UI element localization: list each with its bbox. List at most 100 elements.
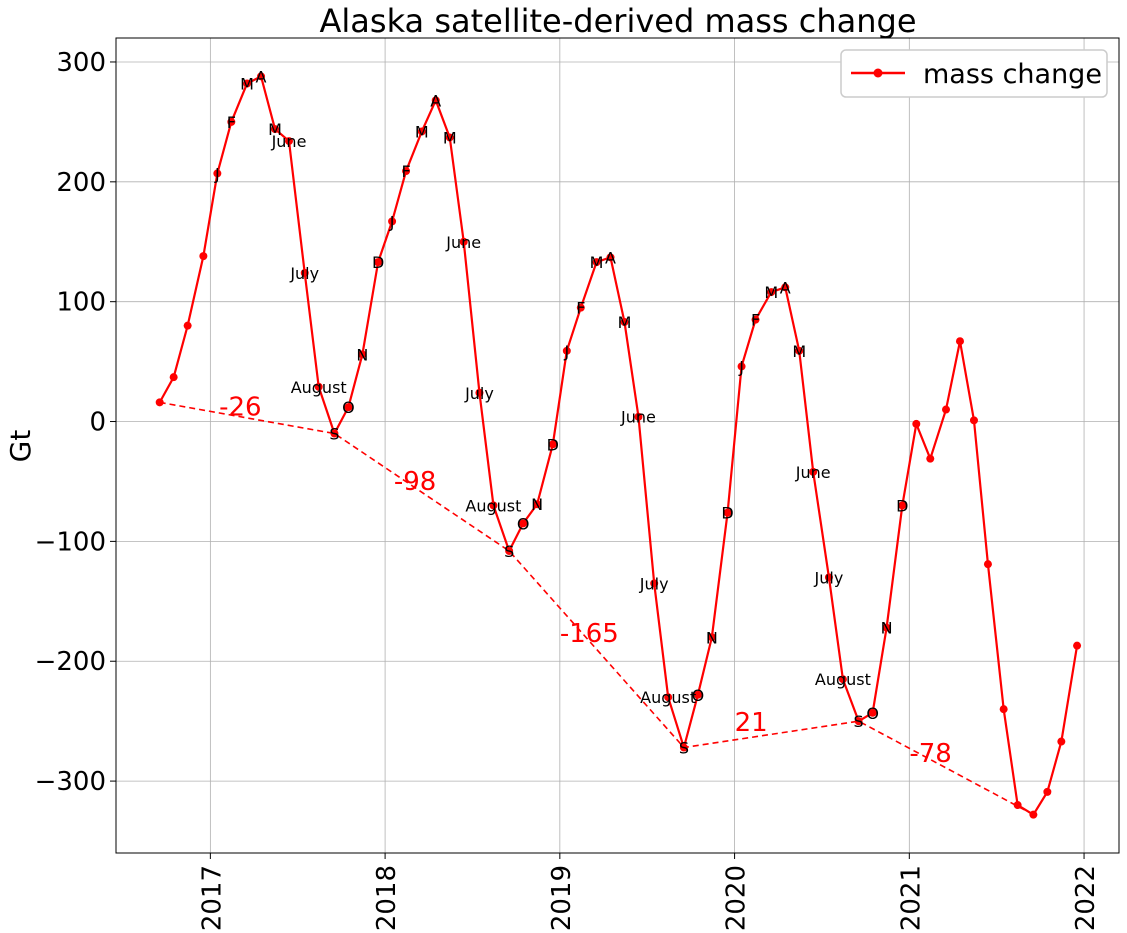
month-label: N	[881, 619, 893, 638]
month-label: F	[751, 311, 760, 330]
month-label: M	[443, 128, 457, 147]
month-label: M	[618, 313, 632, 332]
data-point	[489, 501, 498, 510]
plot-frame	[115, 37, 1120, 854]
month-label: June	[445, 233, 481, 252]
data-point	[620, 318, 629, 327]
month-label: F	[576, 299, 585, 318]
month-label: M	[240, 75, 254, 94]
data-point	[1013, 801, 1022, 810]
y-tick-label: −200	[35, 647, 106, 677]
month-label: June	[795, 463, 831, 482]
y-tick-label: 100	[56, 288, 106, 318]
data-point	[592, 258, 601, 267]
month-label: July	[639, 574, 669, 593]
month-label: June	[271, 132, 307, 151]
data-point	[737, 362, 746, 371]
month-label: S	[854, 712, 864, 731]
month-label: N	[356, 345, 368, 364]
data-point	[576, 303, 585, 312]
data-point	[431, 96, 440, 105]
month-label: M	[792, 342, 806, 361]
annual-change-label: 21	[735, 708, 768, 738]
data-point	[767, 288, 776, 297]
month-label: J	[738, 357, 744, 376]
y-tick-label: −300	[35, 767, 106, 797]
data-point	[243, 79, 252, 88]
month-label: N	[531, 495, 543, 514]
x-tick-label: 2021	[896, 865, 926, 931]
x-tick-label: 2018	[372, 865, 402, 931]
data-point	[1043, 787, 1052, 796]
month-label: D	[547, 435, 559, 454]
data-point	[999, 705, 1008, 714]
grid	[116, 38, 1119, 853]
data-point	[402, 167, 411, 176]
month-label: O	[517, 514, 530, 533]
data-point	[854, 717, 863, 726]
month-label: O	[342, 398, 355, 417]
data-point	[344, 403, 353, 412]
data-point	[707, 633, 716, 642]
month-label: A	[256, 67, 267, 86]
y-tick-label: −100	[35, 527, 106, 557]
data-point	[213, 169, 222, 178]
data-point	[606, 253, 615, 262]
data-point	[1029, 810, 1038, 819]
month-label: M	[590, 253, 604, 272]
month-label: M	[268, 120, 282, 139]
data-point	[533, 500, 542, 509]
month-label: July	[289, 264, 319, 283]
month-label: August	[815, 670, 871, 689]
data-point	[751, 315, 760, 324]
data-point	[183, 321, 192, 330]
month-label: A	[430, 91, 441, 110]
data-point	[693, 690, 702, 699]
series-layer	[155, 72, 1082, 819]
legend-marker-swatch	[873, 68, 883, 78]
data-point	[838, 675, 847, 684]
month-label: F	[401, 162, 410, 181]
month-label: A	[780, 278, 791, 297]
chart-title: Alaska satellite-derived mass change	[320, 2, 917, 40]
data-point	[374, 258, 383, 267]
data-point	[824, 573, 833, 582]
data-point	[969, 416, 978, 425]
data-point	[882, 623, 891, 632]
annual-change-label: -26	[219, 393, 261, 423]
data-point	[459, 237, 468, 246]
data-point	[898, 501, 907, 510]
month-label: S	[679, 739, 689, 758]
month-label: M	[415, 122, 429, 141]
data-point	[955, 337, 964, 346]
month-label: O	[692, 686, 705, 705]
series-line	[158, 75, 1079, 816]
y-axis-label: Gt	[4, 430, 37, 463]
data-point	[475, 388, 484, 397]
y-tick-label: 0	[89, 408, 106, 438]
month-label: June	[620, 408, 656, 427]
data-point	[781, 283, 790, 292]
legend-label: mass change	[923, 59, 1102, 90]
annual-change-label: -78	[909, 739, 951, 769]
data-point	[926, 454, 935, 463]
data-point	[723, 508, 732, 517]
month-label: July	[464, 384, 494, 403]
month-label: F	[227, 113, 236, 132]
data-point	[417, 127, 426, 136]
month-label: J	[214, 164, 220, 183]
month-label: August	[465, 496, 521, 515]
data-point	[300, 268, 309, 277]
annual-change-label: -165	[560, 619, 619, 649]
data-point	[519, 519, 528, 528]
month-label: J	[389, 212, 395, 231]
month-label: August	[291, 378, 347, 397]
x-tick-label: 2019	[547, 865, 577, 931]
month-label: August	[640, 688, 696, 707]
x-tick-label: 2017	[197, 865, 227, 931]
x-tick-label: 2020	[722, 865, 752, 931]
trend-annotations: -26 -98 -165 21 -78	[219, 393, 952, 769]
y-tick-label: 200	[56, 168, 106, 198]
data-point	[330, 429, 339, 438]
